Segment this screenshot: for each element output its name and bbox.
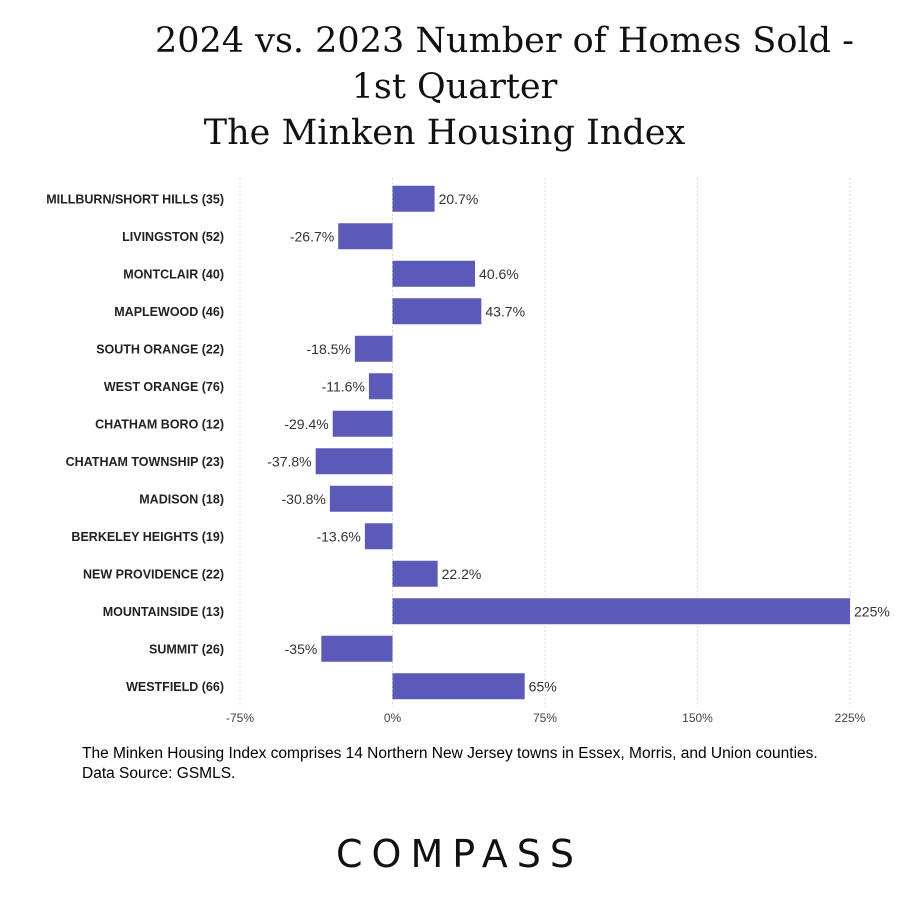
- data-label: -26.7%: [290, 228, 334, 244]
- category-label: SUMMIT (26): [149, 642, 224, 656]
- category-label: MAPLEWOOD (46): [114, 305, 224, 319]
- x-tick-label: -75%: [226, 711, 254, 725]
- title-line-2: 1st Quarter: [351, 67, 558, 107]
- data-label: -13.6%: [316, 528, 360, 544]
- bar: [368, 373, 393, 400]
- bar: [392, 185, 435, 212]
- category-label: NEW PROVIDENCE (22): [83, 567, 224, 581]
- data-label: 40.6%: [479, 266, 519, 282]
- data-label: 20.7%: [439, 191, 479, 207]
- data-label: -30.8%: [282, 491, 326, 507]
- category-label: CHATHAM TOWNSHIP (23): [66, 455, 224, 469]
- x-tick-label: 0%: [384, 711, 402, 725]
- bar: [392, 598, 850, 625]
- x-tick-label: 225%: [835, 711, 866, 725]
- data-label: 225%: [854, 603, 890, 619]
- bar-chart: -75% 0% 75% 150% 225% MILLBURN/SHORT HILLS (3…: [46, 178, 890, 725]
- bar: [392, 298, 482, 325]
- data-label: -29.4%: [284, 416, 328, 432]
- bar: [321, 635, 393, 662]
- data-label: 65%: [529, 678, 557, 694]
- category-label: CHATHAM BORO (12): [95, 417, 224, 431]
- category-label: BERKELEY HEIGHTS (19): [71, 530, 224, 544]
- data-label: -37.8%: [267, 453, 311, 469]
- title-line-3: The Minken Housing Index: [203, 113, 686, 153]
- footnote: The Minken Housing Index comprises 14 No…: [82, 744, 862, 784]
- category-label: WESTFIELD (66): [126, 680, 224, 694]
- bar: [332, 410, 393, 437]
- category-label: MOUNTAINSIDE (13): [103, 605, 224, 619]
- bar: [329, 485, 393, 512]
- data-label: 43.7%: [485, 303, 525, 319]
- title-line-1: 2024 vs. 2023 Number of Homes Sold -: [154, 21, 855, 61]
- bar: [354, 335, 393, 362]
- category-label: WEST ORANGE (76): [104, 380, 224, 394]
- category-label: MADISON (18): [139, 492, 224, 506]
- category-label: MILLBURN/SHORT HILLS (35): [46, 192, 224, 206]
- bar: [315, 448, 393, 475]
- x-tick-label: 75%: [533, 711, 557, 725]
- data-label: -11.6%: [322, 378, 365, 394]
- category-label: MONTCLAIR (40): [123, 267, 224, 281]
- bar: [392, 560, 438, 587]
- footnote-source: Data Source: GSMLS.: [82, 765, 236, 782]
- bar: [338, 223, 393, 250]
- bar: [364, 523, 393, 550]
- bar: [392, 260, 476, 287]
- footnote-description: The Minken Housing Index comprises 14 No…: [82, 745, 818, 762]
- chart-title: 2024 vs. 2023 Number of Homes Sold - 1st…: [0, 18, 919, 156]
- category-label: LIVINGSTON (52): [122, 230, 224, 244]
- bar: [392, 673, 525, 700]
- compass-logo: COMPASS: [336, 832, 583, 876]
- data-label: -18.5%: [307, 341, 351, 357]
- data-label: -35%: [285, 641, 318, 657]
- category-label: SOUTH ORANGE (22): [96, 342, 224, 356]
- data-label: 22.2%: [442, 566, 482, 582]
- x-tick-label: 150%: [682, 711, 713, 725]
